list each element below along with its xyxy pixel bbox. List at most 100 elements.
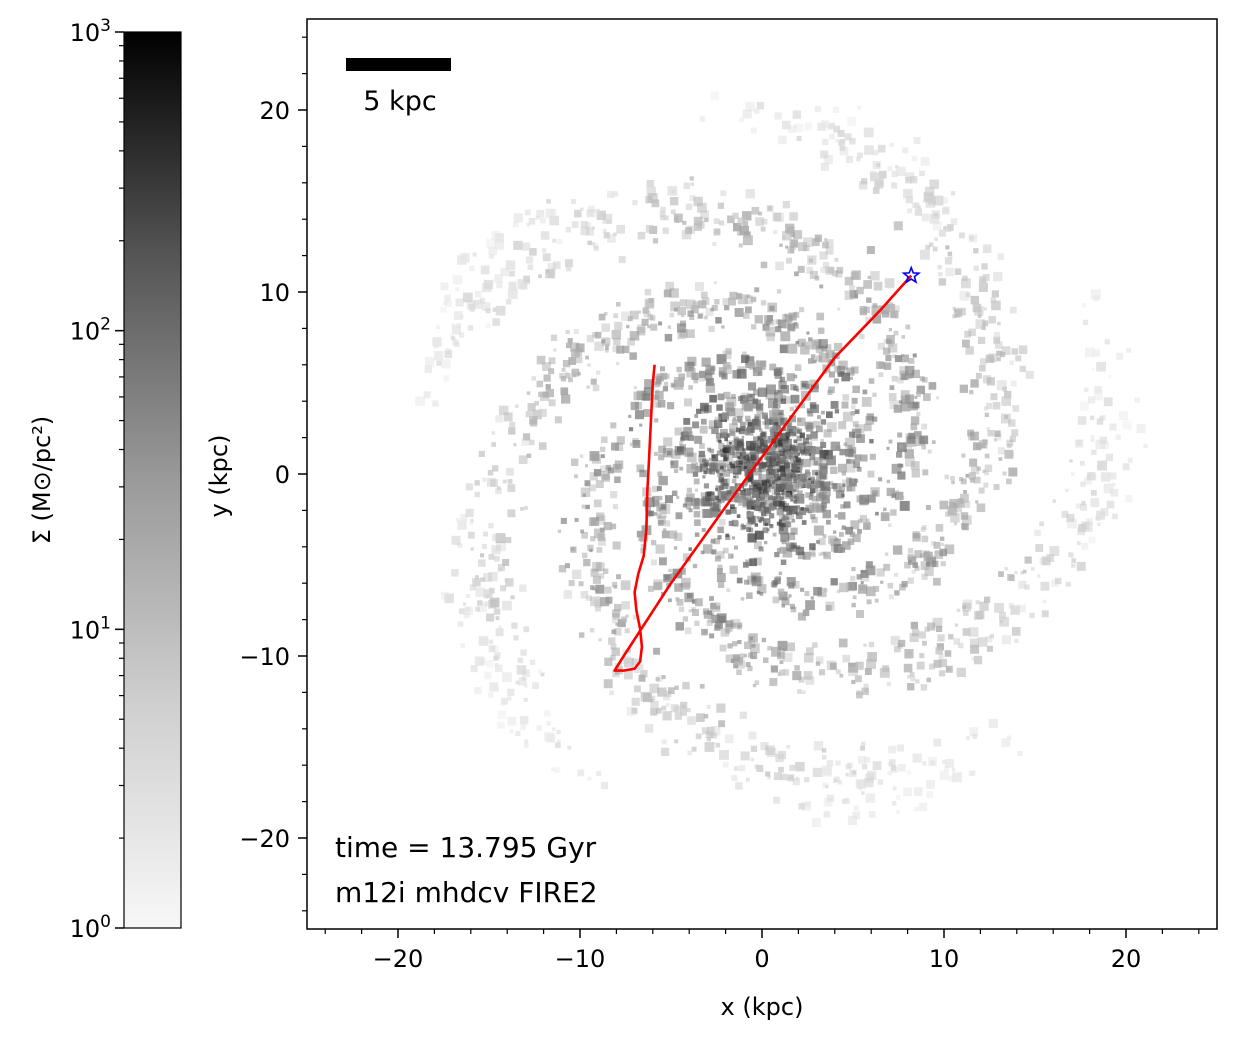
- density-cell: [540, 231, 550, 240]
- density-cell: [782, 235, 786, 240]
- density-cell: [911, 569, 916, 574]
- density-cell: [823, 449, 833, 460]
- density-cell: [887, 582, 894, 589]
- density-cell: [495, 305, 506, 316]
- density-cell: [610, 491, 618, 499]
- density-cell: [776, 492, 781, 498]
- density-cell: [790, 394, 800, 404]
- density-cell: [820, 419, 827, 425]
- density-cell: [821, 346, 827, 352]
- density-cell: [1011, 429, 1019, 437]
- density-cell: [599, 446, 606, 453]
- density-cell: [553, 348, 557, 352]
- density-cell: [1091, 368, 1095, 372]
- density-cell: [1090, 498, 1100, 508]
- density-cell: [990, 297, 997, 303]
- density-cell: [735, 427, 741, 433]
- density-cell: [820, 267, 827, 273]
- density-cell: [828, 371, 835, 378]
- density-cell: [1061, 510, 1069, 518]
- density-cell: [799, 307, 805, 313]
- density-cell: [740, 426, 746, 431]
- density-cell: [596, 771, 602, 777]
- density-cell: [732, 640, 738, 647]
- density-cell: [581, 552, 588, 559]
- density-cell: [792, 449, 798, 455]
- density-cell: [495, 487, 502, 495]
- density-cell: [1105, 453, 1114, 462]
- y-axis-ticks: [298, 36, 307, 912]
- density-cell: [521, 677, 526, 681]
- density-cell: [691, 372, 696, 377]
- density-cell: [639, 423, 643, 427]
- density-cell: [1005, 478, 1012, 485]
- density-cell: [882, 665, 889, 672]
- density-cell: [746, 592, 753, 599]
- density-cell: [785, 445, 790, 451]
- density-cell: [474, 606, 480, 612]
- density-cell: [790, 606, 797, 613]
- density-cell: [787, 422, 793, 428]
- density-cell: [842, 483, 846, 487]
- density-cell: [847, 116, 857, 126]
- density-cell: [876, 361, 884, 370]
- density-cell: [505, 536, 512, 544]
- density-cell: [933, 577, 941, 586]
- density-cell: [912, 531, 920, 539]
- density-cell: [744, 306, 752, 314]
- density-cell: [715, 487, 718, 491]
- density-cell: [782, 449, 788, 455]
- density-cell: [485, 323, 491, 329]
- density-cell: [857, 529, 862, 534]
- density-cell: [962, 599, 973, 610]
- density-cell: [634, 667, 640, 674]
- density-cell: [800, 587, 805, 592]
- density-cell: [851, 566, 856, 572]
- density-cell: [747, 382, 757, 391]
- density-cell: [887, 523, 892, 528]
- density-cell: [865, 415, 875, 425]
- density-cell: [621, 311, 631, 321]
- density-cell: [984, 464, 993, 472]
- density-cell: [604, 586, 612, 594]
- density-cell: [596, 370, 601, 375]
- density-cell: [898, 764, 906, 772]
- density-cell: [653, 512, 658, 516]
- density-cell: [696, 202, 707, 213]
- density-cell: [801, 690, 806, 695]
- density-cell: [810, 480, 815, 485]
- density-cell: [560, 387, 569, 396]
- density-cell: [856, 779, 867, 790]
- density-cell: [496, 281, 503, 289]
- density-cell: [878, 477, 883, 482]
- density-cell: [650, 700, 659, 710]
- density-cell: [657, 471, 663, 477]
- density-cell: [597, 533, 606, 541]
- density-cell: [751, 206, 760, 215]
- density-cell: [938, 658, 947, 668]
- density-cell: [609, 690, 614, 696]
- density-cell: [623, 670, 633, 680]
- density-cell: [816, 540, 820, 544]
- density-cell: [737, 624, 742, 630]
- density-cell: [633, 391, 643, 401]
- density-cell: [594, 331, 602, 339]
- density-cell: [624, 628, 630, 634]
- density-cell: [542, 248, 547, 253]
- density-cell: [674, 427, 683, 436]
- density-cell: [654, 390, 664, 400]
- density-cell: [722, 761, 729, 768]
- density-cell: [762, 527, 769, 534]
- density-cell: [927, 622, 936, 631]
- density-cell: [1126, 348, 1132, 353]
- density-cell: [932, 246, 938, 252]
- density-cell: [762, 484, 770, 493]
- density-cell: [943, 226, 947, 230]
- density-cell: [789, 583, 793, 588]
- density-cell: [813, 525, 824, 536]
- density-cell: [843, 501, 851, 509]
- density-cell: [580, 226, 590, 236]
- density-cell: [886, 446, 890, 450]
- density-cell: [950, 218, 958, 225]
- density-cell: [1025, 370, 1034, 380]
